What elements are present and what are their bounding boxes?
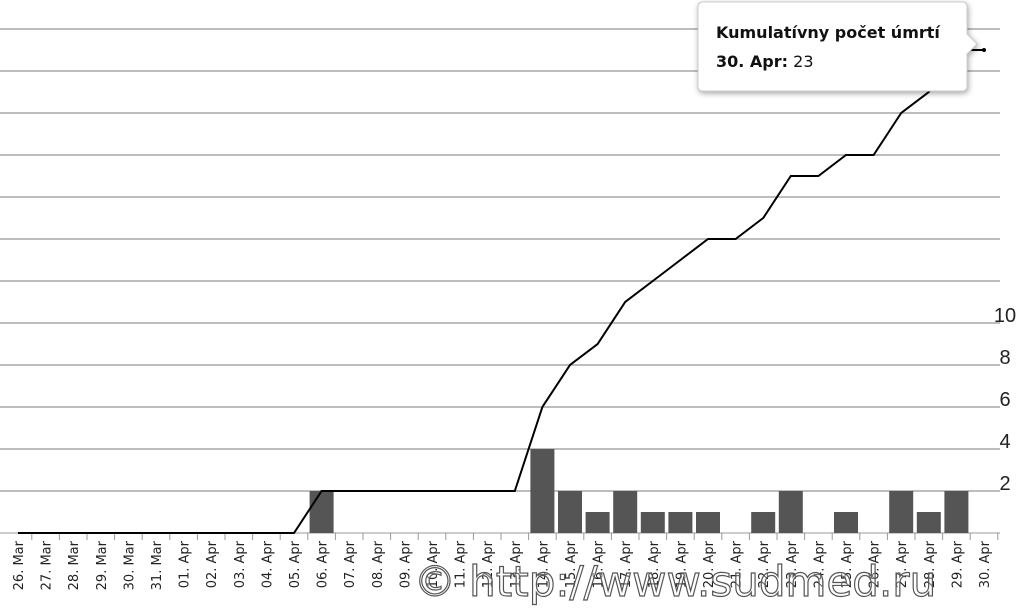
- x-tick-label: 27. Apr: [895, 540, 910, 588]
- tooltip-label: 30. Apr:: [716, 52, 788, 71]
- y-tick-label: 8: [999, 347, 1010, 369]
- x-tick-label: 08. Apr: [371, 540, 386, 588]
- x-tick-label: 29. Apr: [950, 540, 965, 588]
- bar: [916, 512, 941, 533]
- x-tick-label: 30. Mar: [122, 540, 137, 590]
- bar: [640, 512, 665, 533]
- bar: [530, 449, 555, 533]
- bar: [889, 491, 914, 533]
- bar: [751, 512, 776, 533]
- x-tick-label: 11. Apr: [454, 540, 469, 588]
- watermark: © http://www.sudmed.ru: [414, 557, 936, 606]
- x-tick-label: 21. Apr: [730, 540, 745, 588]
- tooltip-value: 23: [793, 52, 813, 71]
- x-tick-label: 24. Apr: [812, 540, 827, 588]
- bar: [613, 491, 638, 533]
- bar: [668, 512, 693, 533]
- x-tick-label: 10. Apr: [426, 540, 441, 588]
- bar: [944, 491, 969, 533]
- y-tick-label: 4: [999, 431, 1010, 453]
- tooltip: Kumulatívny počet úmrtí 30. Apr: 23: [697, 1, 978, 92]
- x-tick-label: 19. Apr: [674, 540, 689, 588]
- x-tick-label: 14. Apr: [536, 540, 551, 588]
- x-tick-label: 18. Apr: [647, 540, 662, 588]
- x-tick-label: 07. Apr: [343, 540, 358, 588]
- y-tick-label: 6: [999, 389, 1010, 411]
- bar: [696, 512, 720, 533]
- x-tick-label: 13. Apr: [509, 540, 524, 588]
- x-tick-label: 25. Apr: [840, 540, 855, 588]
- bar: [778, 491, 803, 533]
- x-tick-label: 22. Apr: [757, 540, 772, 588]
- x-tick-label: 17. Apr: [619, 540, 634, 588]
- y-tick-label: 10: [994, 305, 1016, 327]
- x-tick-label: 23. Apr: [785, 540, 800, 588]
- bar: [834, 512, 858, 533]
- x-tick-label: 04. Apr: [260, 540, 275, 588]
- x-tick-label: 30. Apr: [978, 540, 993, 588]
- x-tick-label: 05. Apr: [288, 540, 303, 588]
- x-tick-label: 16. Apr: [592, 540, 607, 588]
- y-tick-label: 2: [999, 473, 1010, 495]
- line: [18, 49, 984, 534]
- tooltip-row: 30. Apr: 23: [716, 52, 814, 71]
- x-tick-label: 15. Apr: [564, 540, 579, 588]
- x-tick-label: 03. Apr: [233, 540, 248, 588]
- x-tick-label: 06. Apr: [316, 540, 331, 588]
- tooltip-title: Kumulatívny počet úmrtí: [716, 23, 941, 42]
- x-tick-label: 28. Apr: [923, 540, 938, 588]
- x-tick-label: 09. Apr: [398, 540, 413, 588]
- tooltip-box: [697, 1, 978, 92]
- bar: [558, 491, 582, 533]
- x-tick-label: 28. Mar: [67, 540, 82, 590]
- x-tick-label: 26. Apr: [868, 540, 883, 588]
- hover-point: [982, 48, 986, 52]
- x-tick-label: 31. Mar: [150, 540, 165, 590]
- x-tick-label: 20. Apr: [702, 540, 717, 588]
- x-tick-label: 01. Apr: [178, 540, 193, 588]
- x-tick-label: 02. Apr: [205, 540, 220, 588]
- x-tick-label: 27. Mar: [40, 540, 55, 590]
- x-tick-label: 12. Apr: [481, 540, 496, 588]
- x-tick-label: 29. Mar: [95, 540, 110, 590]
- x-tick-label: 26. Mar: [12, 540, 27, 590]
- bar: [309, 491, 334, 533]
- bar: [585, 512, 610, 533]
